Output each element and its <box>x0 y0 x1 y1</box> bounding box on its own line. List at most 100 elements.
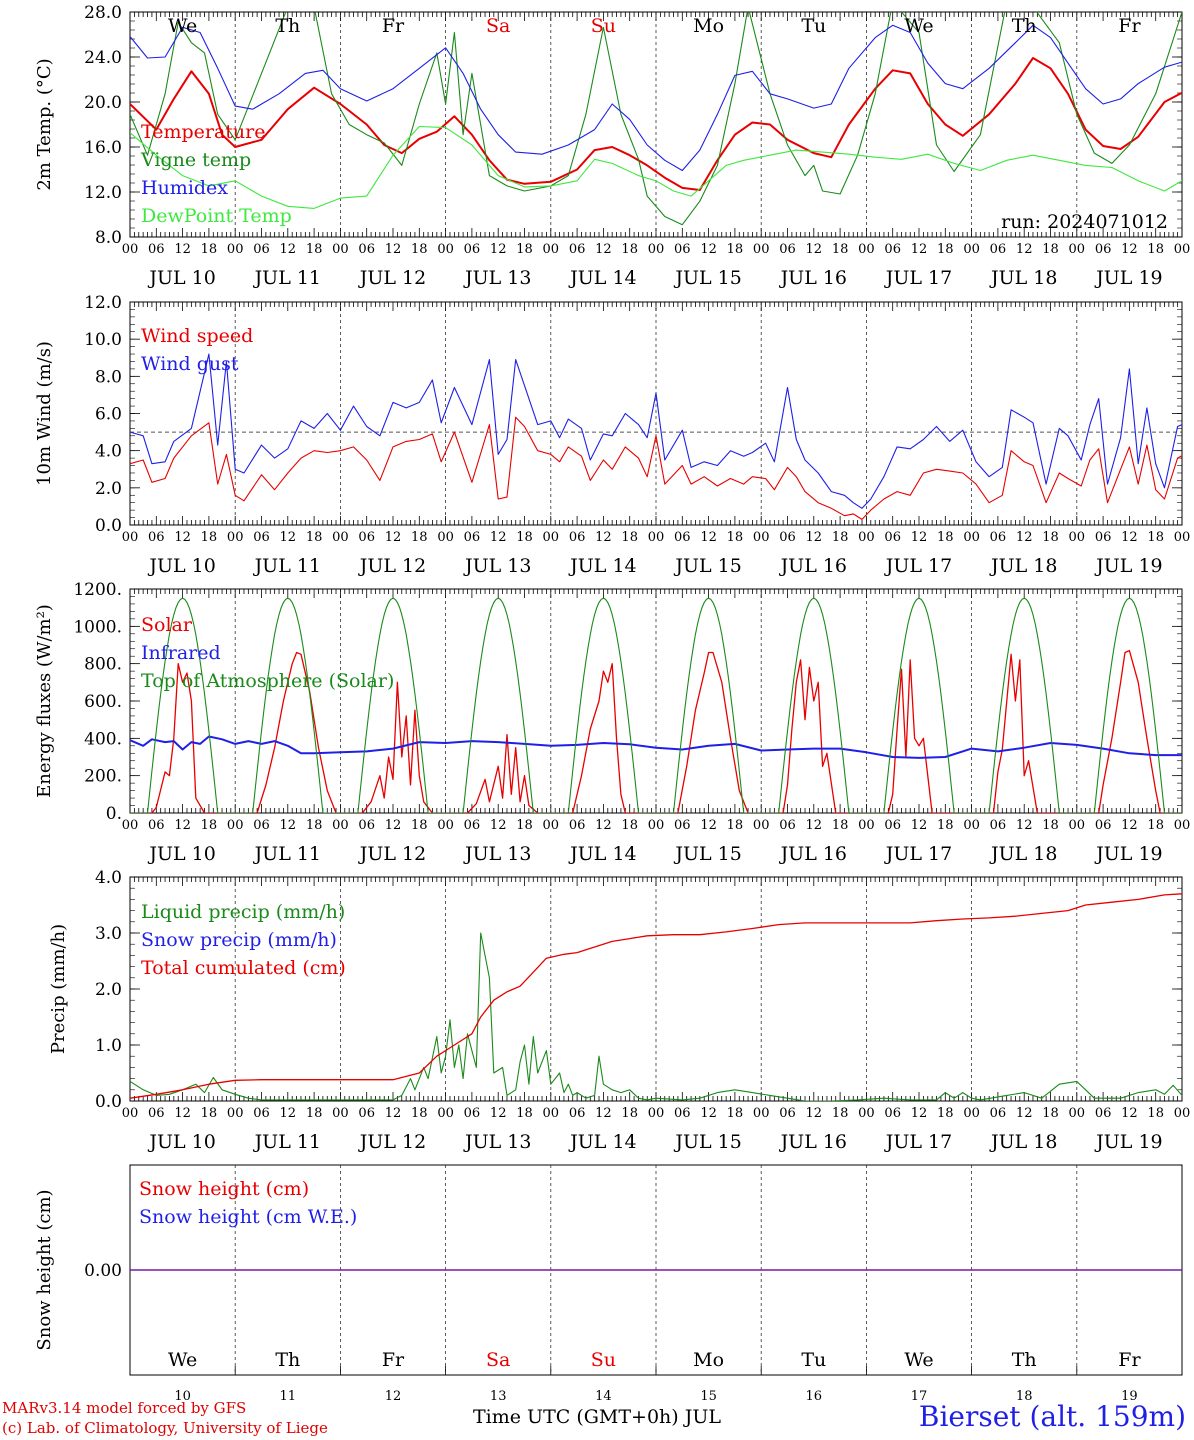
hour-tick-label: 12 <box>595 530 612 545</box>
hour-tick-label: 18 <box>411 242 428 257</box>
legend-entry: Humidex <box>141 177 228 199</box>
hour-tick-label: 00 <box>332 1106 349 1121</box>
hour-tick-label: 12 <box>280 242 297 257</box>
hour-tick-label: 06 <box>358 1106 375 1121</box>
hour-tick-label: 18 <box>1042 242 1059 257</box>
legend-entry: Wind gust <box>141 353 239 375</box>
hour-tick-label: 18 <box>937 242 954 257</box>
y-tick-label: 12.0 <box>84 293 122 313</box>
plot-frame <box>129 301 1183 526</box>
hour-tick-label: 00 <box>437 818 454 833</box>
day-date-label: JUL 16 <box>779 1131 847 1153</box>
y-tick-label: 8.0 <box>95 228 122 248</box>
hour-tick-label: 12 <box>280 530 297 545</box>
y-tick-label: 28.0 <box>84 3 122 23</box>
hour-tick-label: 00 <box>1174 530 1191 545</box>
plot-frame <box>129 11 1183 238</box>
y-tick-label: 24.0 <box>84 48 122 68</box>
hour-tick-label: 00 <box>648 1106 665 1121</box>
hour-tick-label: 06 <box>148 242 165 257</box>
hour-tick-label: 18 <box>306 818 323 833</box>
y-axis-label: 10m Wind (m/s) <box>34 341 55 486</box>
hour-tick-label: 06 <box>674 242 691 257</box>
hour-tick-label: 06 <box>253 242 270 257</box>
hour-tick-label: 06 <box>674 530 691 545</box>
hour-tick-label: 00 <box>858 1106 875 1121</box>
legend-entry: DewPoint Temp <box>141 205 292 227</box>
hour-tick-label: 00 <box>1069 530 1086 545</box>
lab-credit: (c) Lab. of Climatology, University of L… <box>2 1419 328 1437</box>
hour-tick-label: 00 <box>648 530 665 545</box>
hour-tick-label: 06 <box>253 818 270 833</box>
plot-frame <box>129 588 1183 814</box>
y-axis-label: 2m Temp. (°C) <box>34 58 55 190</box>
hour-tick-label: 06 <box>1095 530 1112 545</box>
panel-temp: 00 06 12 18 JUL 10 00 06 12 18 JUL 11 00 06 12 18 JUL … <box>34 3 1190 289</box>
legend-entry: Snow height (cm) <box>139 1178 309 1200</box>
y-tick-label: 16.0 <box>84 138 122 158</box>
hour-tick-label: 18 <box>201 818 218 833</box>
weekday-label: Tu <box>801 15 826 37</box>
series-group <box>130 12 1182 226</box>
hour-tick-label: 12 <box>806 818 823 833</box>
weekday-label: Su <box>591 1349 616 1371</box>
hour-tick-label: 00 <box>963 1106 980 1121</box>
hour-tick-label: 12 <box>806 530 823 545</box>
weekday-label: Th <box>275 1349 300 1371</box>
hour-tick-label: 12 <box>1121 1106 1138 1121</box>
weekday-label: Fr <box>1118 15 1141 37</box>
hour-tick-label: 06 <box>674 1106 691 1121</box>
day-date-label: JUL 12 <box>358 555 426 577</box>
run-annotation: run: 2024071012 <box>1001 211 1168 233</box>
series-line-total-cumulated-cm <box>130 893 1182 1099</box>
hour-tick-label: 00 <box>227 1106 244 1121</box>
hour-tick-label: 06 <box>779 242 796 257</box>
hour-tick-label: 00 <box>122 530 139 545</box>
weekday-label: Sa <box>486 15 510 37</box>
hour-tick-label: 06 <box>884 530 901 545</box>
hour-tick-label: 12 <box>490 1106 507 1121</box>
series-line-solar <box>130 649 1182 813</box>
hour-tick-label: 06 <box>148 1106 165 1121</box>
legend-entry: Liquid precip (mm/h) <box>141 901 345 923</box>
day-date-label: JUL 14 <box>568 843 636 865</box>
hour-tick-label: 12 <box>700 818 717 833</box>
y-tick-label: 800. <box>84 655 122 675</box>
weekday-label: Mo <box>693 15 724 37</box>
hour-tick-label: 12 <box>1016 1106 1033 1121</box>
day-date-label: JUL 17 <box>884 267 952 289</box>
y-tick-label: 8.0 <box>95 367 122 387</box>
day-number-label: 15 <box>700 1389 717 1404</box>
day-date-label: JUL 10 <box>147 1131 215 1153</box>
hour-tick-label: 00 <box>122 818 139 833</box>
hour-tick-label: 18 <box>727 1106 744 1121</box>
station-name: Bierset (alt. 159m) <box>918 1400 1186 1433</box>
hour-tick-label: 00 <box>332 530 349 545</box>
y-tick-label: 4.0 <box>95 442 122 462</box>
hour-tick-label: 00 <box>437 1106 454 1121</box>
hour-tick-label: 12 <box>174 818 191 833</box>
hour-tick-label: 18 <box>1042 1106 1059 1121</box>
panel-energy: 00 06 12 18 JUL 10 00 06 12 18 JUL 11 00 06 12 18 JUL … <box>34 580 1190 865</box>
hour-tick-label: 18 <box>201 242 218 257</box>
hour-tick-label: 18 <box>937 1106 954 1121</box>
hour-tick-label: 12 <box>174 242 191 257</box>
day-date-label: JUL 12 <box>358 1131 426 1153</box>
hour-tick-label: 12 <box>911 818 928 833</box>
hour-tick-label: 18 <box>937 530 954 545</box>
hour-tick-label: 00 <box>332 818 349 833</box>
hour-tick-label: 00 <box>122 1106 139 1121</box>
y-tick-label: 3.0 <box>95 924 122 944</box>
day-date-label: JUL 18 <box>989 267 1057 289</box>
y-tick-label: 200. <box>84 767 122 787</box>
hour-tick-label: 18 <box>1042 818 1059 833</box>
hour-tick-label: 12 <box>911 530 928 545</box>
hour-tick-label: 12 <box>1121 530 1138 545</box>
day-date-label: JUL 15 <box>673 843 741 865</box>
day-number-label: 11 <box>280 1389 297 1404</box>
hour-tick-label: 12 <box>385 530 402 545</box>
hour-tick-label: 12 <box>595 242 612 257</box>
hour-tick-label: 06 <box>358 242 375 257</box>
hour-tick-label: 18 <box>1147 530 1164 545</box>
day-number-label: 19 <box>1121 1389 1138 1404</box>
